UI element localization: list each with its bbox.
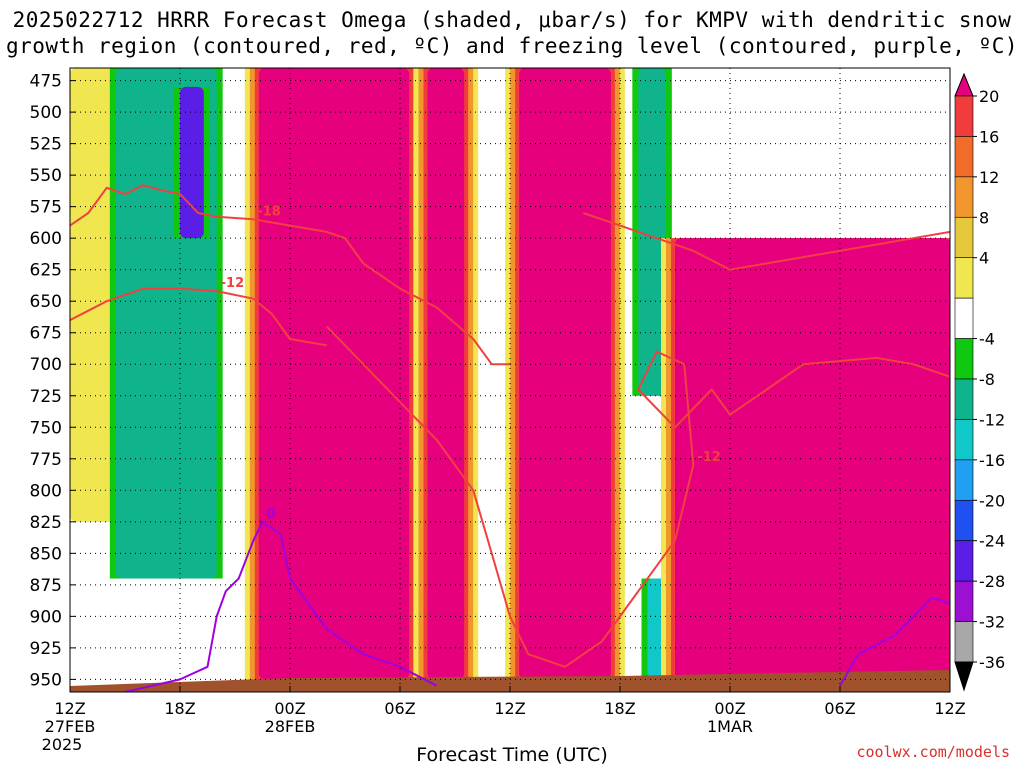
- contour-line-4: [124, 520, 438, 692]
- colorbar-label-5: -4: [979, 330, 995, 349]
- title-line-2: growth region (contoured, red, ºC) and f…: [5, 34, 1019, 58]
- ytick-label-925: 925: [30, 639, 62, 659]
- xtick-label-24: 12Z: [494, 699, 525, 718]
- contour-label-0: -18: [257, 204, 281, 219]
- contour-label-4: 0: [267, 507, 276, 522]
- ytick-label-575: 575: [30, 198, 62, 218]
- colorbar-box-10: [954, 499, 974, 542]
- colorbar-box-13: [954, 621, 974, 663]
- omega-shading: [70, 68, 950, 680]
- colorbar-label-12: -32: [979, 613, 1005, 632]
- ytick-label-475: 475: [30, 72, 62, 92]
- ytick-label-625: 625: [30, 261, 62, 281]
- colorbar-box-11: [954, 540, 974, 582]
- xtick-year-0: 2025: [42, 735, 83, 754]
- ytick-label-650: 650: [30, 292, 62, 312]
- contour-line-0: [70, 184, 510, 366]
- omega-band-2: [180, 86, 204, 239]
- colorbar-label-3: 8: [979, 208, 989, 227]
- xtick-date-12: 28FEB: [265, 717, 316, 736]
- xtick-label-0: 12Z: [54, 699, 85, 718]
- ytick-label-900: 900: [30, 607, 62, 627]
- colorbar-box-6: [954, 338, 974, 380]
- ytick-label-675: 675: [30, 324, 62, 344]
- colorbar-box-4: [954, 257, 974, 299]
- colorbar-label-0: 20: [979, 87, 999, 106]
- ytick-label-950: 950: [30, 670, 62, 690]
- xtick-label-48: 12Z: [934, 699, 965, 718]
- ytick-label-550: 550: [30, 166, 62, 186]
- ytick-label-850: 850: [30, 544, 62, 564]
- contour-label-2: -12: [697, 450, 721, 465]
- colorbar-label-4: 4: [979, 249, 989, 268]
- contour-line-3: [582, 212, 950, 271]
- colorbar-box-8: [954, 419, 974, 461]
- title-line-1: 2025022712 HRRR Forecast Omega (shaded, …: [12, 8, 1012, 32]
- omega-band-5: [519, 68, 611, 680]
- colorbar-label-7: -12: [979, 410, 1005, 429]
- pressure-axis: 475 500 525 550 575 600 625 650 675 700 725 750 775 8…: [30, 72, 76, 690]
- colorbar-box-0: [954, 95, 974, 137]
- ytick-label-750: 750: [30, 418, 62, 438]
- colorbar-box-7: [954, 378, 974, 420]
- xtick-date-36: 1MAR: [707, 717, 753, 736]
- colorbar-label-1: 16: [979, 127, 999, 146]
- ytick-label-700: 700: [30, 355, 62, 375]
- xtick-label-12: 00Z: [274, 699, 305, 718]
- colorbar-top-arrow: [954, 72, 974, 97]
- colorbar-label-2: 12: [979, 168, 999, 187]
- ytick-label-875: 875: [30, 576, 62, 596]
- x-axis-label: Forecast Time (UTC): [416, 744, 608, 766]
- contour-line-2: [325, 325, 950, 668]
- site-credit: coolwx.com/models: [856, 743, 1010, 761]
- omega-band-8: [675, 238, 950, 680]
- omega-band-4: [427, 68, 465, 680]
- xtick-label-36: 00Z: [714, 699, 745, 718]
- ytick-label-725: 725: [30, 387, 62, 407]
- ytick-label-525: 525: [30, 135, 62, 155]
- omega-band-3: [258, 68, 410, 680]
- colorbar-box-12: [954, 580, 974, 622]
- colorbar-label-11: -28: [979, 572, 1005, 591]
- xtick-date-0: 27FEB: [45, 717, 96, 736]
- colorbar-label-10: -24: [979, 532, 1005, 551]
- ytick-label-825: 825: [30, 513, 62, 533]
- colorbar-box-5: [954, 297, 974, 339]
- colorbar-box-1: [954, 136, 974, 178]
- contour-line-1: [70, 287, 327, 347]
- xtick-label-42: 06Z: [824, 699, 855, 718]
- omega-band-6: [638, 68, 666, 396]
- colorbar-box-9: [954, 459, 974, 501]
- ytick-label-600: 600: [30, 229, 62, 249]
- temperature-contours: -18 -12 -12 0: [70, 184, 950, 692]
- ytick-label-500: 500: [30, 103, 62, 123]
- ytick-label-800: 800: [30, 481, 62, 501]
- xtick-label-6: 18Z: [164, 699, 195, 718]
- chart-title: 2025022712 HRRR Forecast Omega (shaded, …: [0, 7, 1024, 59]
- contour-line-5: [839, 596, 950, 687]
- colorbar: 20 16 12 8 4 -4 -8 -12 -16 -20 -24 -28 -32 -36: [954, 72, 1005, 692]
- colorbar-bottom-arrow: [954, 661, 974, 692]
- contour-label-1: -12: [221, 276, 245, 291]
- xtick-label-30: 18Z: [604, 699, 635, 718]
- colorbar-label-9: -20: [979, 491, 1005, 510]
- colorbar-label-6: -8: [979, 370, 995, 389]
- colorbar-label-8: -16: [979, 451, 1005, 470]
- colorbar-box-3: [954, 216, 974, 259]
- colorbar-label-13: -36: [979, 653, 1005, 672]
- ytick-label-775: 775: [30, 450, 62, 470]
- colorbar-box-2: [954, 176, 974, 218]
- xtick-label-18: 06Z: [384, 699, 415, 718]
